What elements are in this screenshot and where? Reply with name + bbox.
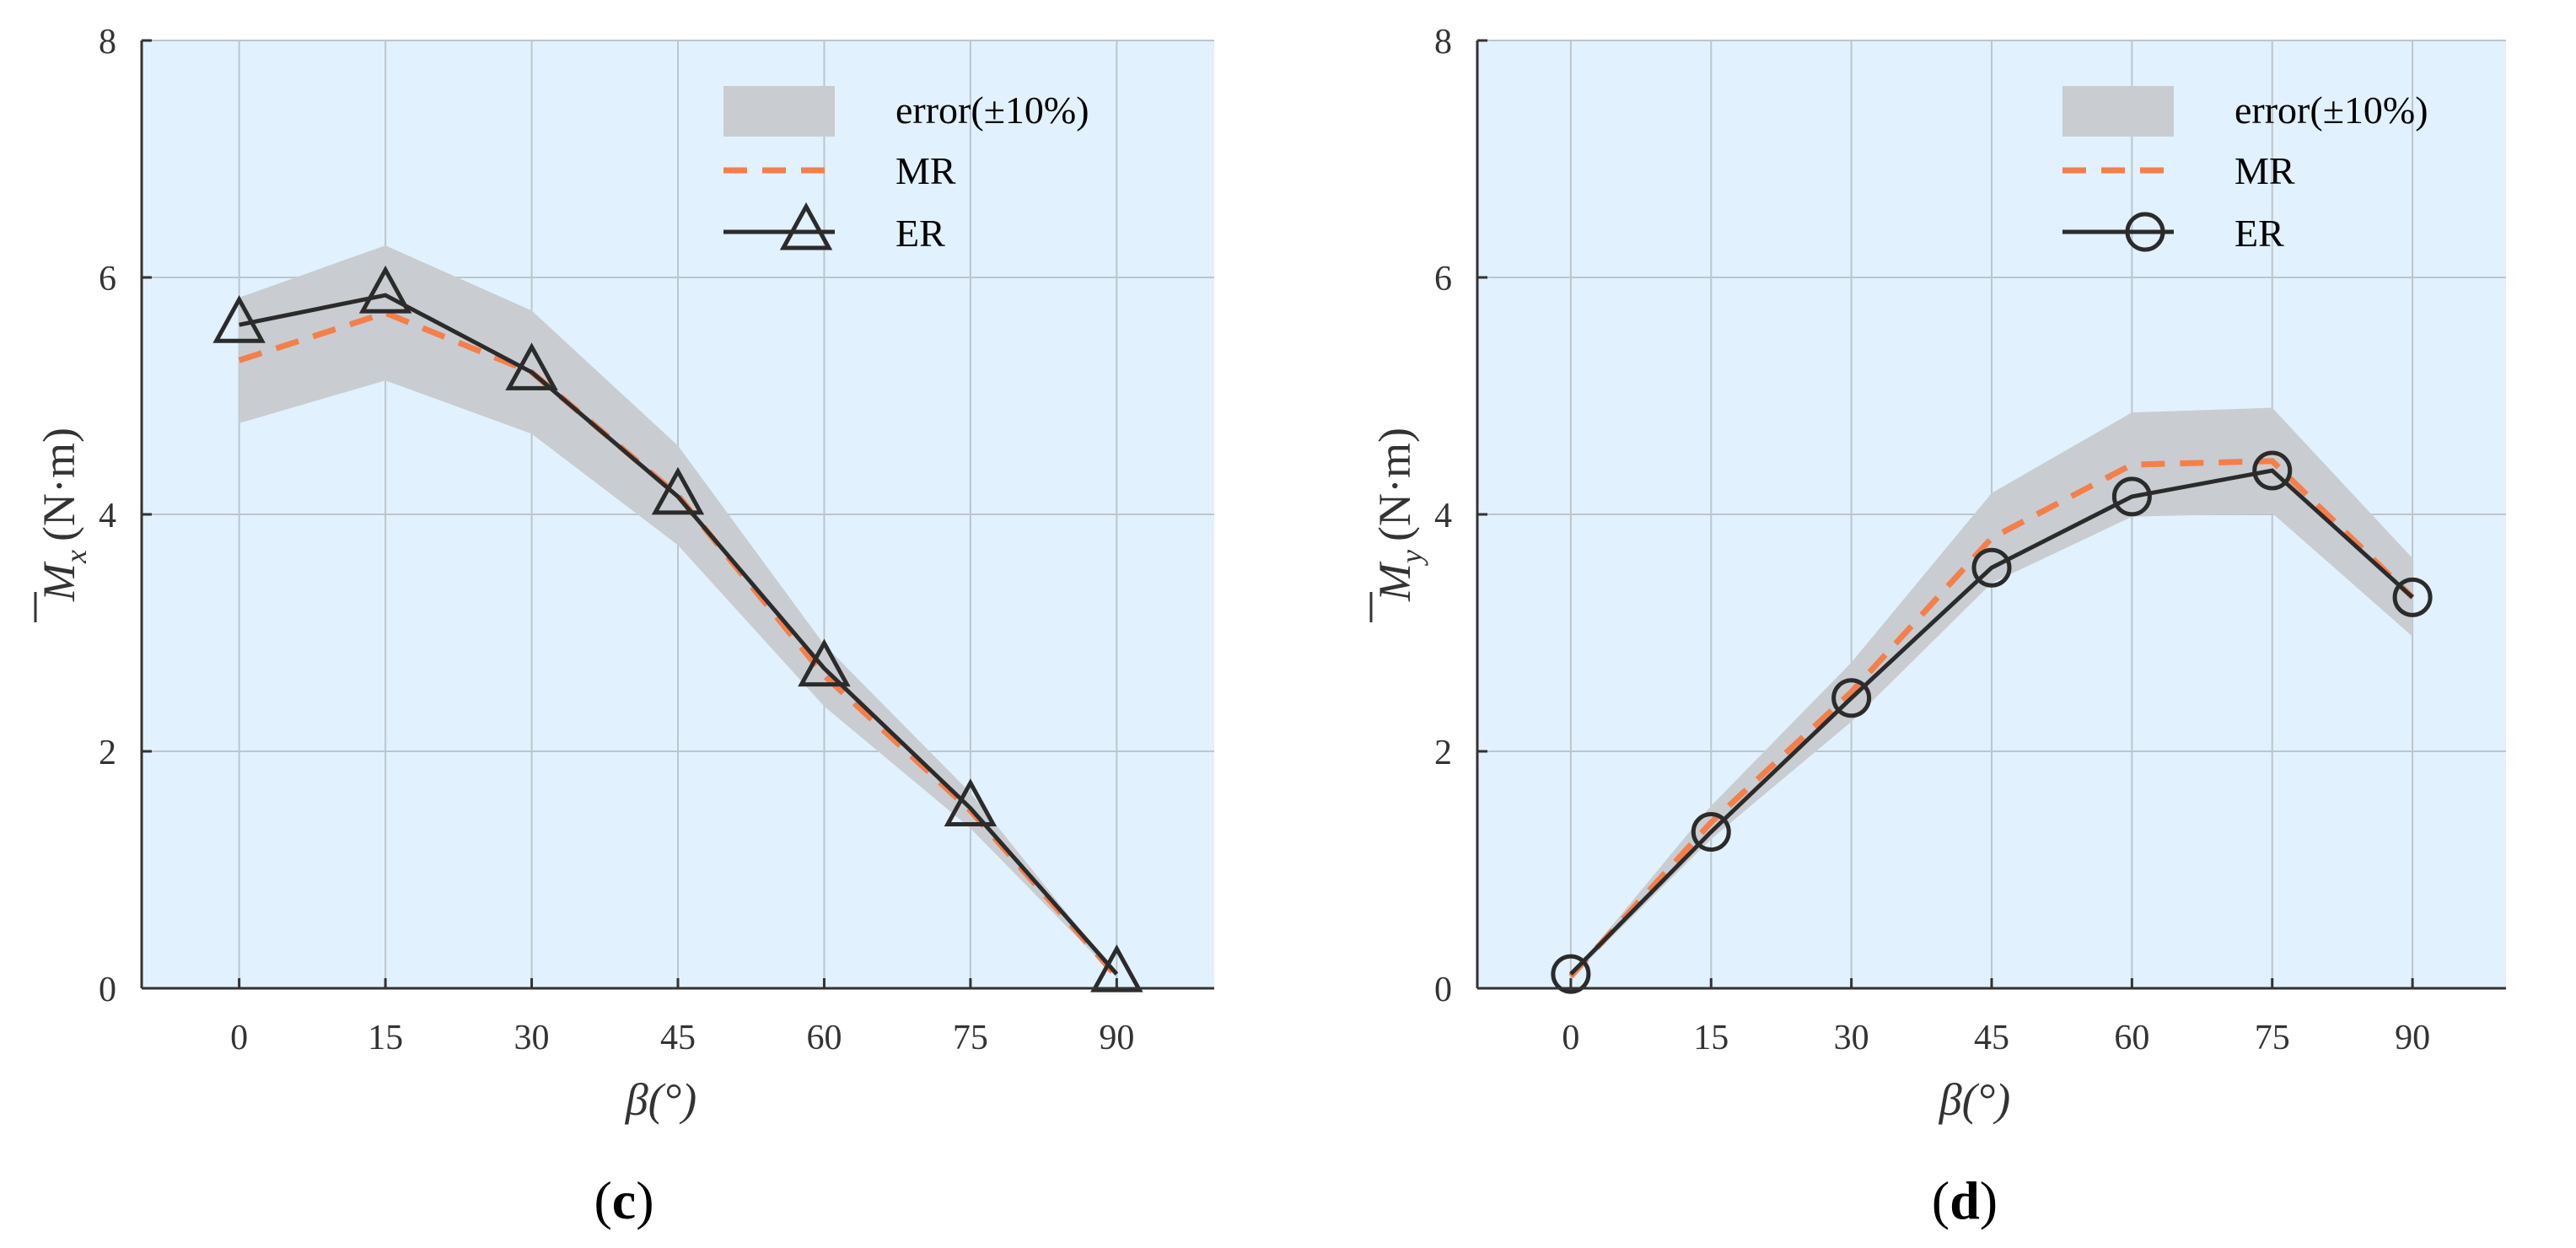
x-tick-label: 75	[953, 1019, 988, 1057]
er-point	[212, 295, 266, 343]
y-tick-label: 4	[1434, 497, 1452, 535]
y-axis-symbol: M	[34, 561, 84, 602]
y-axis-unit: (N·m)	[1369, 428, 1420, 541]
x-tick-label: 0	[230, 1019, 248, 1057]
y-tick-label: 6	[99, 260, 116, 299]
er-point	[944, 778, 998, 826]
panel-label-close: )	[1980, 1170, 1998, 1230]
legend-label-er: ER	[2235, 212, 2284, 255]
legend-label-mr: MR	[895, 149, 956, 192]
legend-label-band: error(±10%)	[895, 89, 1089, 132]
er-point	[1090, 944, 1143, 992]
er-point	[1551, 954, 1591, 994]
x-tick-label: 0	[1562, 1019, 1579, 1057]
panel-label-open: (	[1932, 1170, 1949, 1230]
er-point	[798, 638, 851, 687]
y-tick-label: 4	[99, 497, 116, 535]
er-point	[505, 342, 558, 390]
y-tick-label: 0	[1434, 971, 1452, 1009]
x-tick-label: 60	[806, 1019, 842, 1057]
er-series-line	[239, 293, 1119, 976]
panel-label-close: )	[636, 1170, 653, 1230]
panel-label: (d)	[1932, 1170, 1998, 1230]
y-axis-label: My (N·m)	[1369, 428, 1428, 602]
y-axis-unit: (N·m)	[34, 428, 84, 541]
x-tick-label: 45	[1974, 1019, 2009, 1057]
x-tick-label: 90	[1099, 1019, 1134, 1057]
y-tick-label: 6	[1434, 260, 1452, 299]
legend: error(±10%) MR ER	[723, 86, 1089, 255]
y-tick-label: 2	[1434, 734, 1452, 772]
x-axis-label: β(°)	[625, 1074, 696, 1125]
x-tick-label: 15	[368, 1019, 403, 1057]
x-tick-label: 30	[1834, 1019, 1869, 1057]
legend-marker-er	[779, 202, 833, 250]
chart-panel-c: 0 15 30 45 60 75 90 0 2 4 6 8 β(°) Mx (N·m) error(±10%)…	[34, 23, 1214, 1230]
legend: error(±10%) MR ER	[2062, 86, 2428, 255]
y-tick-label: 0	[99, 971, 116, 1009]
er-point	[1691, 812, 1731, 853]
er-series-line	[1569, 468, 2414, 976]
y-tick-label: 8	[99, 23, 116, 62]
legend-swatch-band	[723, 86, 835, 137]
legend-label-band: error(±10%)	[2235, 89, 2428, 132]
y-tick-label: 2	[99, 734, 116, 772]
x-tick-label: 45	[660, 1019, 696, 1057]
legend-swatch-band	[2062, 86, 2174, 137]
y-axis-label: Mx (N·m)	[34, 428, 93, 602]
x-tick-label: 75	[2255, 1019, 2290, 1057]
x-tick-label: 90	[2395, 1019, 2430, 1057]
er-point	[2111, 476, 2152, 517]
er-point	[2392, 577, 2433, 617]
legend-label-er: ER	[895, 212, 945, 255]
y-axis-symbol: M	[1369, 561, 1420, 602]
y-axis-subscript: x	[59, 550, 93, 564]
y-tick-label: 8	[1434, 23, 1452, 62]
x-tick-label: 60	[2114, 1019, 2149, 1057]
er-point	[651, 466, 705, 515]
x-axis-label: β(°)	[1939, 1074, 2010, 1125]
y-axis-subscript: y	[1395, 550, 1428, 566]
panel-label-open: (	[594, 1170, 611, 1230]
error-band	[239, 245, 1117, 978]
mr-series-line	[1568, 458, 2415, 979]
panel-label-letter: d	[1949, 1170, 1980, 1230]
er-point	[1831, 678, 1872, 718]
legend-label-mr: MR	[2235, 149, 2295, 192]
legend-marker-er	[2125, 212, 2165, 252]
x-tick-label: 30	[514, 1019, 550, 1057]
x-tick-label: 15	[1693, 1019, 1729, 1057]
er-point	[358, 265, 412, 314]
panel-label-letter: c	[612, 1170, 636, 1230]
error-band	[1570, 407, 2413, 978]
er-point	[2252, 450, 2293, 491]
er-point	[1971, 547, 2012, 588]
panel-label: (c)	[594, 1170, 653, 1230]
chart-panel-d: 0 15 30 45 60 75 90 0 2 4 6 8 β(°) My (N·m) error(±10%)…	[1369, 23, 2506, 1230]
